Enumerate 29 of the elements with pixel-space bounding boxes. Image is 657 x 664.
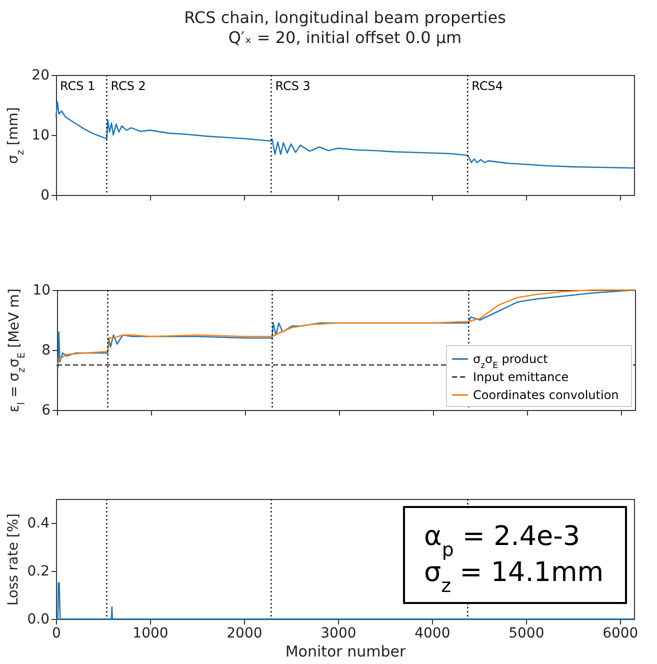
legend-label: Coordinates convolution — [473, 388, 619, 402]
line-series — [55, 101, 635, 169]
y-tick-label: 8 — [42, 342, 50, 358]
x-tick-label: 4000 — [414, 626, 450, 642]
annotation: RCS4 — [472, 79, 504, 93]
y-axis-title: Loss rate [%] — [6, 513, 22, 606]
y-tick-label: 6 — [42, 402, 51, 418]
x-tick-label: 1000 — [132, 626, 168, 642]
y-tick-label: 0.0 — [27, 612, 50, 628]
chart-subtitle: Q′ₓ = 20, initial offset 0.0 μm — [228, 28, 462, 47]
x-tick-label: 2000 — [226, 626, 262, 642]
x-tick-label: 5000 — [508, 626, 544, 642]
y-tick-label: 10 — [32, 282, 50, 298]
x-tick-label: 6000 — [602, 626, 638, 642]
x-axis-title: Monitor number — [285, 642, 406, 660]
legend-label: Input emittance — [473, 370, 569, 384]
y-tick-label: 20 — [32, 68, 50, 84]
y-tick-label: 0.4 — [27, 516, 50, 532]
y-tick-label: 0.2 — [27, 564, 50, 580]
annotation: RCS 2 — [110, 79, 146, 93]
annotation: RCS 1 — [60, 79, 96, 93]
legend-label: σ$_{z}$σ$_{E}$ product — [473, 352, 548, 370]
annotation: α$_{p}$ = 2.4e-3 — [424, 521, 580, 561]
chart-title: RCS chain, longitudinal beam properties — [184, 8, 506, 27]
x-tick-label: 0 — [52, 626, 61, 642]
annotation: RCS 3 — [275, 79, 310, 93]
y-tick-label: 10 — [32, 128, 50, 144]
x-tick-label: 3000 — [320, 626, 356, 642]
y-tick-label: 0 — [40, 188, 50, 204]
